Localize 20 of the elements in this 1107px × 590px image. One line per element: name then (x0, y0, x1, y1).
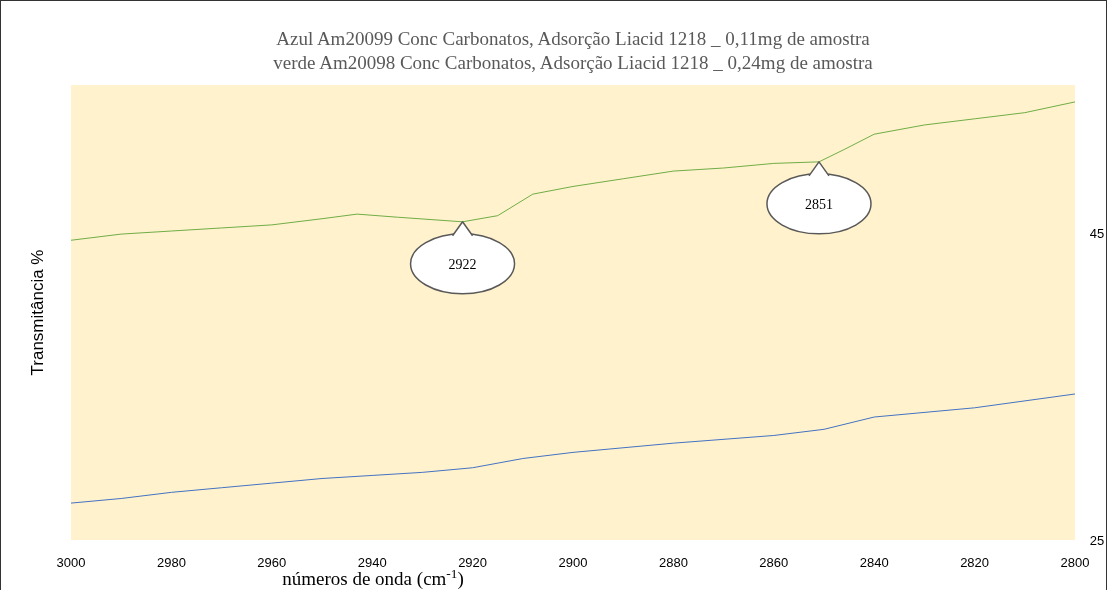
x-tick-label: 2840 (859, 555, 889, 570)
y-tick-label: 25 (1089, 533, 1105, 548)
x-tick-label: 2800 (1060, 555, 1090, 570)
x-tick-label: 2940 (357, 555, 387, 570)
line-series (70, 101, 1076, 241)
x-tick-label: 2900 (558, 555, 588, 570)
chart-title: Azul Am20099 Conc Carbonatos, Adsorção Liacid 1218 _ 0,11mg de amostra (276, 28, 871, 49)
x-tick-label: 2820 (960, 555, 990, 570)
y-tick-label: 45 (1089, 225, 1105, 241)
x-tick-label: 2920 (458, 555, 488, 570)
x-tick-label: 2980 (156, 555, 186, 570)
x-tick-label: 3000 (56, 555, 86, 570)
annotation: 2851 (804, 196, 833, 212)
x-tick-label: 2960 (257, 555, 287, 570)
x-tick-label: 2860 (759, 555, 789, 570)
chart-subtitle: verde Am20098 Conc Carbonatos, Adsorção Liacid 1218 _ 0,24mg de amostra (273, 52, 874, 73)
y-axis-title: Transmitância % (28, 249, 47, 376)
annotation: 2922 (448, 256, 477, 272)
line-series (70, 393, 1076, 504)
x-tick-label: 2880 (658, 555, 688, 570)
